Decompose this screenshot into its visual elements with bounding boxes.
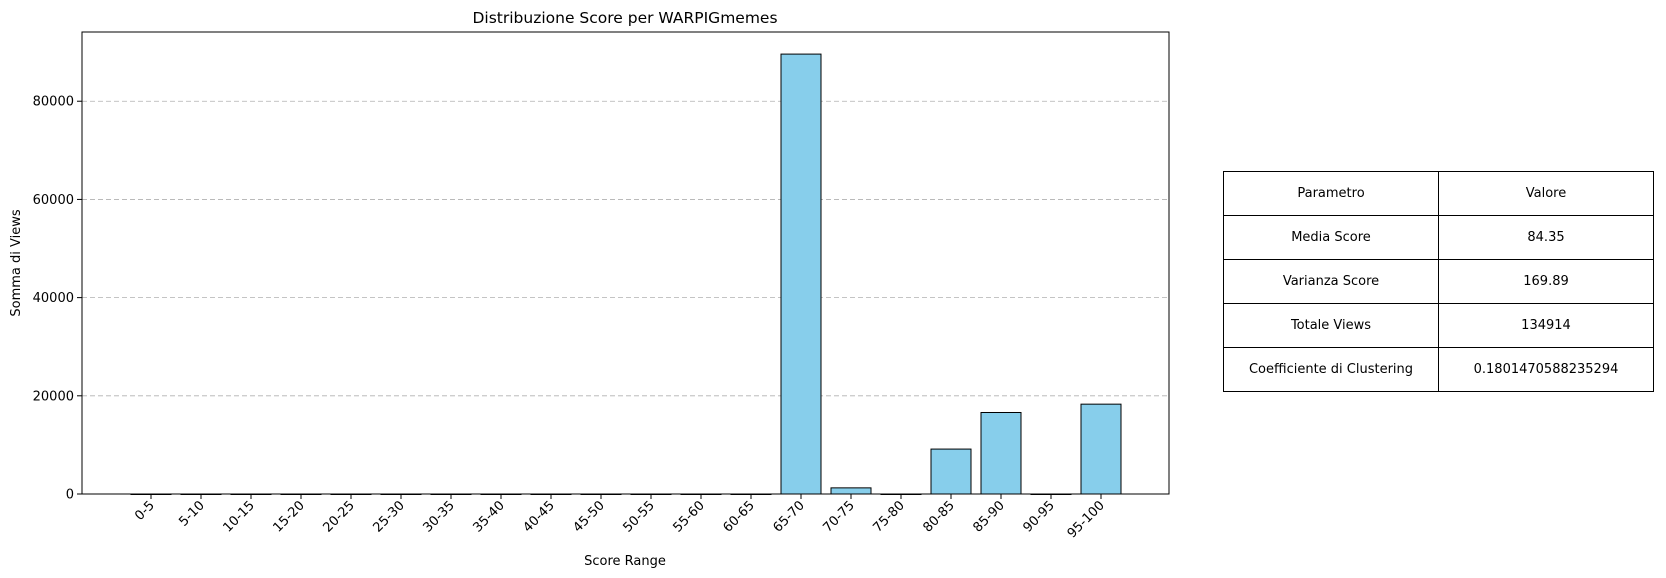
table-cell-parameter: Totale Views xyxy=(1223,303,1439,348)
x-tick-label: 25-30 xyxy=(371,498,408,535)
x-tick-label: 80-85 xyxy=(921,498,958,535)
bar-80-85 xyxy=(930,448,972,495)
x-tick-label: 20-25 xyxy=(321,498,358,535)
x-tick-label: 90-95 xyxy=(1021,498,1058,535)
y-tick-label: 0 xyxy=(66,488,74,503)
table-cell-value: 134914 xyxy=(1438,303,1654,348)
bar-70-75 xyxy=(830,487,872,495)
table-cell-parameter: Parametro xyxy=(1223,171,1439,216)
x-tick-label: 55-60 xyxy=(671,498,708,535)
x-tick-label: 60-65 xyxy=(721,498,758,535)
y-axis-label: Somma di Views xyxy=(9,209,24,316)
x-tick-label: 65-70 xyxy=(771,498,808,535)
x-tick-label: 5-10 xyxy=(176,498,207,529)
table-row: Coefficiente di Clustering 0.180147058823… xyxy=(1223,347,1654,392)
bar-95-100 xyxy=(1080,403,1122,495)
x-tick-label: 10-15 xyxy=(221,498,258,535)
y-axis-ticks: 0 20000 40000 60000 80000 xyxy=(33,95,82,503)
x-axis-label: Score Range xyxy=(584,554,666,569)
x-tick-label: 35-40 xyxy=(471,498,508,535)
table-row: Varianza Score 169.89 xyxy=(1223,259,1654,304)
grid-lines xyxy=(82,100,1169,397)
table-row: Totale Views 134914 xyxy=(1223,303,1654,348)
bar-85-90 xyxy=(980,411,1022,495)
x-tick-label: 30-35 xyxy=(421,498,458,535)
table-row: Media Score 84.35 xyxy=(1223,215,1654,260)
x-tick-label: 15-20 xyxy=(271,498,308,535)
table-cell-value: 84.35 xyxy=(1438,215,1654,260)
plot-frame xyxy=(81,31,1170,495)
table-cell-parameter: Coefficiente di Clustering xyxy=(1223,347,1439,392)
table-cell-parameter: Varianza Score xyxy=(1223,259,1439,304)
x-tick-label: 95-100 xyxy=(1065,498,1108,541)
x-tick-label: 75-80 xyxy=(871,498,908,535)
y-tick-label: 20000 xyxy=(33,389,74,404)
chart-title: Distribuzione Score per WARPIGmemes xyxy=(472,9,777,27)
table-cell-value: 169.89 xyxy=(1438,259,1654,304)
y-tick-label: 80000 xyxy=(33,95,74,110)
y-tick-label: 40000 xyxy=(33,291,74,306)
x-tick-label: 85-90 xyxy=(971,498,1008,535)
x-axis-ticks: 0-5 5-10 10-15 15-20 20-25 25-30 30-35 35-40 40-… xyxy=(132,494,1108,541)
x-tick-label: 50-55 xyxy=(621,498,658,535)
table-header-row: Parametro Valore xyxy=(1223,171,1654,216)
x-tick-label: 45-50 xyxy=(571,498,608,535)
x-tick-label: 70-75 xyxy=(821,498,858,535)
bars xyxy=(130,53,1122,495)
stats-table: Parametro Valore Media Score 84.35 Varianza … xyxy=(1223,171,1654,392)
table-cell-value: Valore xyxy=(1438,171,1654,216)
x-tick-label: 0-5 xyxy=(132,498,158,524)
table-cell-parameter: Media Score xyxy=(1223,215,1439,260)
y-tick-label: 60000 xyxy=(33,193,74,208)
table-cell-value: 0.1801470588235294 xyxy=(1438,347,1654,392)
x-tick-label: 40-45 xyxy=(521,498,558,535)
bar-65-70 xyxy=(780,53,822,495)
